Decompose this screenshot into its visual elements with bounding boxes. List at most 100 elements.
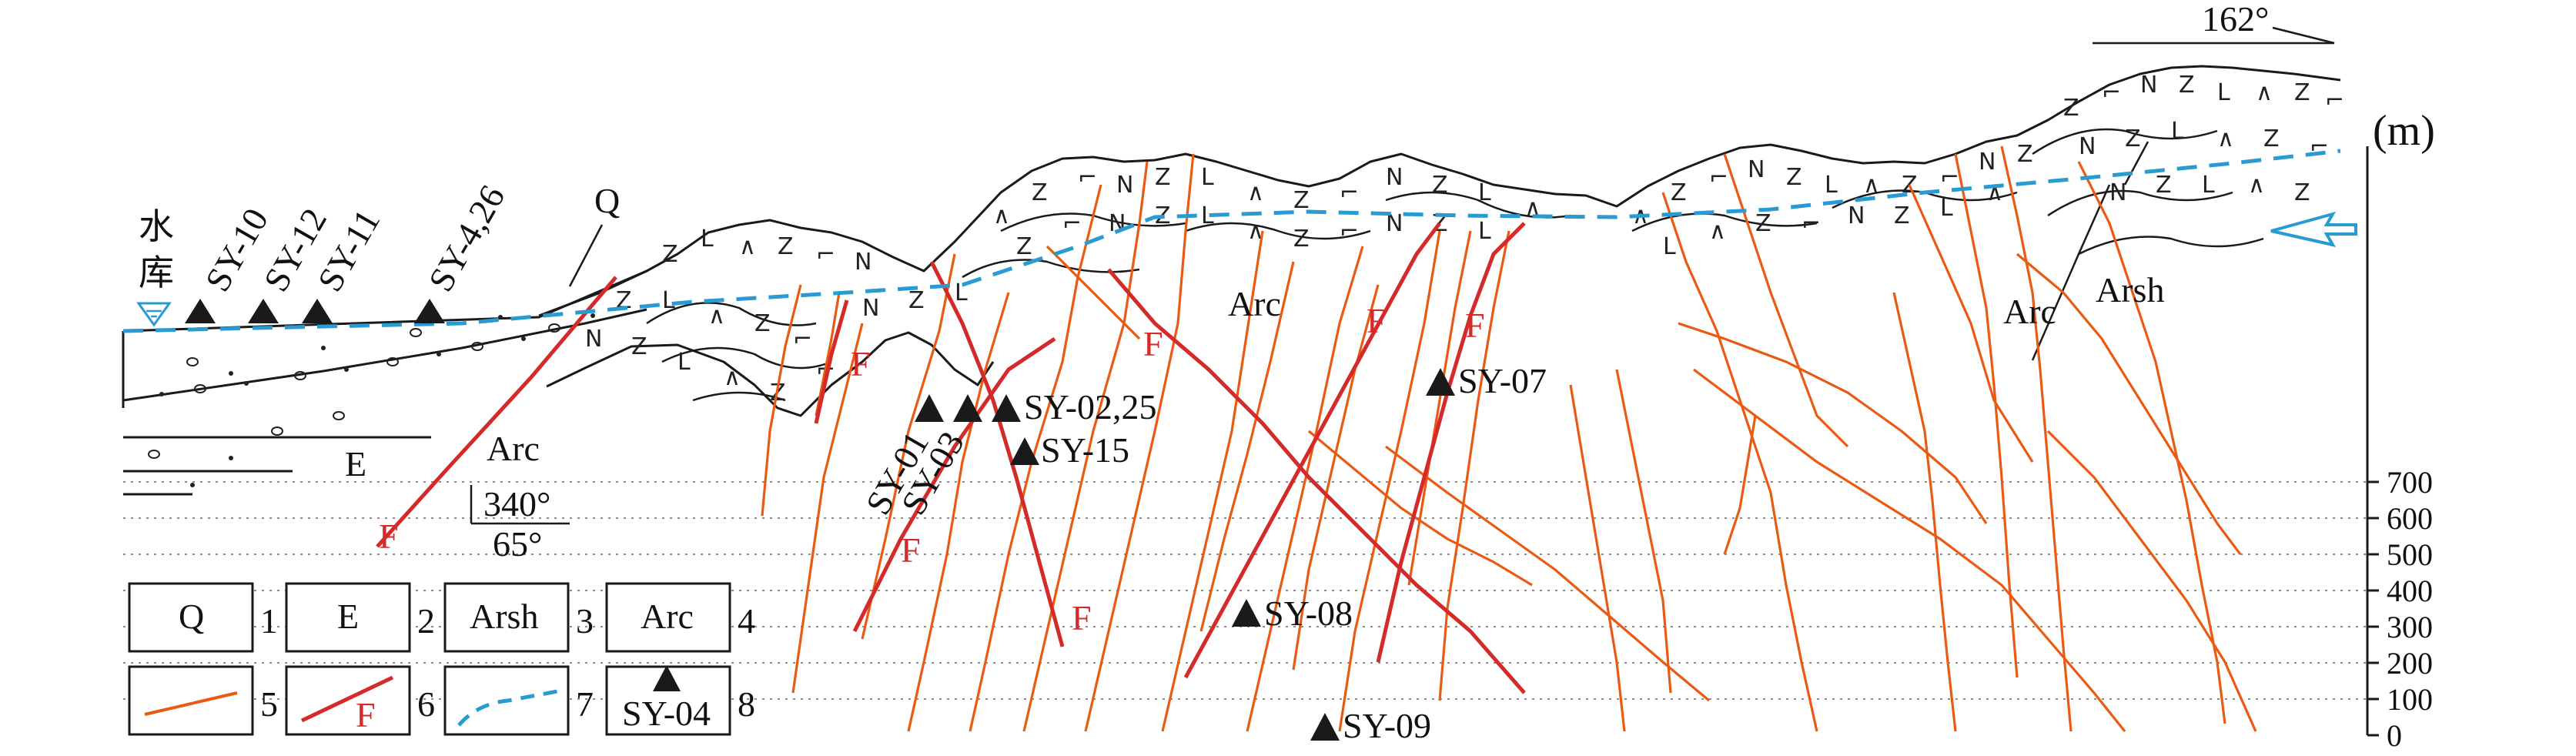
- sample-triangle-icon: [915, 394, 944, 422]
- volcanic-symbol-icon: N: [1116, 172, 1133, 199]
- sample-triangle-icon: [992, 394, 1021, 422]
- volcanic-symbol-icon: Z: [1293, 226, 1310, 253]
- axis-tick-label: 200: [2387, 646, 2433, 681]
- arc-label-left: Arc: [487, 429, 540, 468]
- sample-triangle-icon: [185, 299, 216, 323]
- volcanic-symbol-icon: Z: [2063, 95, 2079, 122]
- sample-label: SY-15: [1041, 430, 1129, 470]
- sediment-pebble: [186, 357, 199, 366]
- volcanic-symbol-icon: ⌐: [1940, 164, 1959, 191]
- q-label: Q: [594, 181, 620, 220]
- lava-flow-hatching: [646, 128, 2264, 402]
- volcanic-symbol-icon: Z: [1016, 233, 1032, 260]
- legend-arc-box: [605, 582, 731, 653]
- sediment-grain: [437, 352, 441, 356]
- volcanic-symbol-icon: L: [2217, 79, 2230, 106]
- fault-label: F: [1143, 324, 1163, 363]
- volcanic-symbol-icon: N: [2140, 72, 2157, 99]
- legend-arsh-text: Arsh: [470, 597, 538, 636]
- legend-vein-box: [128, 665, 254, 736]
- volcanic-symbol-icon: N: [585, 326, 602, 353]
- sediment-pebble: [548, 323, 560, 333]
- sample-label: SY-02,25: [1024, 387, 1157, 427]
- sample-label: SY-07: [1458, 361, 1547, 400]
- flow-band: [1631, 212, 1818, 232]
- volcanic-symbol-icon: Z: [1293, 187, 1310, 214]
- volcanic-symbol-icon: ⌐: [2102, 79, 2121, 106]
- volcanic-symbol-icon: Z: [662, 241, 678, 268]
- volcanic-symbol-icon: Z: [1432, 172, 1448, 199]
- volcanic-symbol-icon: Z: [1671, 179, 1687, 206]
- volcanic-symbol-icon: ∧: [1863, 172, 1880, 199]
- legend-5-number: 5: [260, 684, 278, 724]
- sample-triangle-icon: [1010, 437, 1039, 465]
- attitude-dip: 65°: [493, 524, 542, 564]
- sediment-pebble: [271, 427, 283, 436]
- legend-fault-text: F: [356, 695, 376, 734]
- reservoir-symbol: 水 库: [136, 207, 174, 327]
- sediment-grain: [229, 371, 233, 376]
- sediment-pebble: [410, 328, 422, 337]
- sediment-pebble: [386, 357, 399, 366]
- sediment-grain: [244, 381, 249, 386]
- volcanic-symbol-icon: L: [677, 349, 691, 376]
- sample-triangle-icon: [1426, 368, 1455, 396]
- volcanic-symbol-icon: ∧: [724, 364, 741, 391]
- water-level-icon: [136, 302, 172, 327]
- legend-fault-line: [300, 675, 394, 723]
- volcanic-symbol-icon: ∧: [708, 303, 725, 329]
- fault-label: F: [851, 344, 871, 383]
- volcanic-symbol-icon: L: [1663, 233, 1676, 260]
- sediment-grain: [498, 315, 503, 319]
- legend-3-number: 3: [576, 601, 594, 641]
- elevation-axis: (m): [2366, 107, 2435, 735]
- volcanic-symbol-icon: ∧: [1986, 179, 2003, 206]
- volcanic-symbol-icon: N: [862, 295, 879, 322]
- sample-triangle-icon: [1310, 713, 1340, 741]
- sediment-grain: [321, 346, 326, 350]
- legend-q-text: Q: [179, 597, 204, 636]
- volcanic-symbol-icon: ⌐: [1340, 218, 1359, 245]
- volcanic-symbol-icon: L: [1825, 172, 1838, 199]
- legend-8-number: 8: [738, 684, 755, 724]
- flow-band: [2078, 236, 2264, 256]
- sample-triangle-icon: [302, 299, 333, 323]
- volcanic-symbol-icon: N: [2109, 179, 2126, 206]
- legend-6-number: 6: [417, 684, 435, 724]
- volcanic-symbol-icon: L: [2202, 172, 2215, 199]
- volcanic-symbol-icon: L: [955, 279, 968, 306]
- arsh-label-right: Arsh: [2096, 270, 2164, 309]
- sediment-grain: [590, 313, 595, 318]
- volcanic-symbol-icon: N: [1386, 164, 1403, 191]
- volcanic-symbol-icon: ∧: [2217, 125, 2234, 152]
- vein-lines: [761, 146, 2257, 732]
- volcanic-symbol-icon: ⌐: [2310, 133, 2329, 160]
- volcanic-symbol-icon: Z: [2263, 125, 2280, 152]
- volcanic-symbol-icon: L: [1201, 164, 1214, 191]
- volcanic-symbol-icon: Z: [1155, 164, 1171, 191]
- volcanic-symbol-icon: ∧: [2256, 79, 2273, 106]
- fault-label-group: F F F F F F F: [379, 301, 1485, 637]
- legend-e-box: [285, 582, 411, 653]
- legend-7-number: 7: [576, 684, 594, 724]
- fault-label: F: [1367, 301, 1387, 340]
- volcanic-symbol-icon: ⌐: [2325, 87, 2344, 114]
- volcanic-symbol-icon: Z: [1032, 179, 1048, 206]
- axis-unit-label: (m): [2373, 107, 2435, 155]
- arc-label-right: Arc: [2003, 292, 2056, 331]
- volcanic-symbol-icon: L: [2171, 118, 2184, 145]
- sediment-grain: [521, 336, 526, 341]
- sediment-grain: [229, 456, 233, 460]
- volcanic-rock-symbols: ZL ∧ Z ⌐ NZ L∧ Z⌐N ZL∧Z⌐N Z L∧Z⌐ N Z L∧ Z ⌐N Z L∧Z⌐ N Z L∧ Z…: [585, 72, 2344, 406]
- volcanic-symbol-icon: Z: [2294, 79, 2310, 106]
- axis-tick-label: 300: [2387, 610, 2433, 644]
- volcanic-symbol-icon: N: [855, 249, 871, 276]
- volcanic-symbol-icon: L: [1478, 179, 1491, 206]
- unit-labels: Q E Arc Arc Arc Arsh: [345, 181, 2164, 483]
- sediment-grain: [159, 392, 164, 396]
- volcanic-symbol-icon: Z: [1786, 164, 1802, 191]
- reservoir-label-2: 库: [139, 253, 174, 293]
- fault-label: F: [1072, 598, 1092, 637]
- fault-label: F: [1465, 306, 1485, 345]
